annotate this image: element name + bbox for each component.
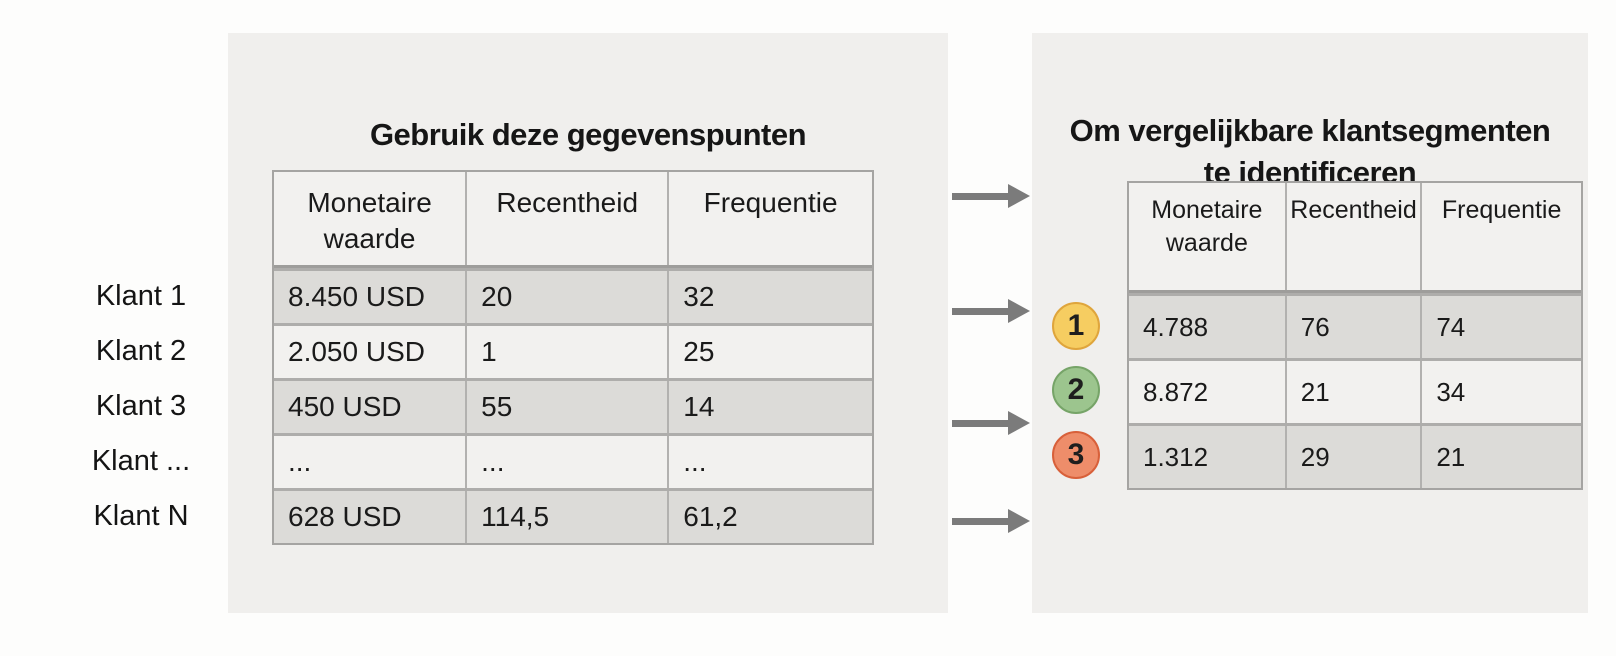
customer-table-row-n: 628 USD 114,5 61,2 xyxy=(274,488,872,543)
customer-data-table: Monetaire waarde Recentheid Frequentie 8… xyxy=(272,170,874,545)
header-frequency: Frequentie xyxy=(1441,196,1562,224)
table-cell: 2.050 USD xyxy=(274,326,468,378)
arrow-right-icon-2 xyxy=(952,299,1030,323)
segment-badge-2: 2 xyxy=(1052,366,1100,414)
table-cell: ... xyxy=(683,446,707,477)
header-monetary-value: Monetaire waarde xyxy=(274,172,468,265)
table-cell: 21 xyxy=(1436,441,1466,472)
left-panel-title: Gebruik deze gegevenspunten xyxy=(369,117,807,152)
customer-table-header-row: Monetaire waarde Recentheid Frequentie xyxy=(274,172,872,268)
customer-table-row-3: 450 USD 55 14 xyxy=(274,378,872,433)
table-cell: 25 xyxy=(683,336,715,367)
customer-table-row-ellipsis: ... ... ... xyxy=(274,433,872,488)
segment-badge-1: 1 xyxy=(1052,302,1100,350)
right-panel-title-line1: Om vergelijkbare klantsegmenten xyxy=(1069,113,1551,148)
header-recency: Recentheid xyxy=(467,172,670,265)
segment-badge-3: 3 xyxy=(1052,431,1100,479)
table-cell: 74 xyxy=(1436,311,1466,342)
arrow-right-icon-1 xyxy=(952,184,1030,208)
arrow-head xyxy=(1008,299,1030,323)
customer-table-row-1: 8.450 USD 20 32 xyxy=(274,268,872,323)
table-cell: 1.312 xyxy=(1129,426,1287,488)
segment-data-table: Monetaire waarde Recentheid Frequentie 4… xyxy=(1127,181,1583,490)
arrow-head xyxy=(1008,411,1030,435)
customer-table-row-2: 2.050 USD 1 25 xyxy=(274,323,872,378)
table-cell: 8.872 xyxy=(1129,361,1287,423)
table-cell: 55 xyxy=(467,381,670,433)
table-cell: 8.450 USD xyxy=(274,271,468,323)
table-cell: 114,5 xyxy=(467,491,670,543)
customer-row-label-ellipsis: Klant ... xyxy=(91,444,191,477)
table-cell: 76 xyxy=(1287,296,1423,358)
table-cell: 628 USD xyxy=(274,491,468,543)
arrow-head xyxy=(1008,184,1030,208)
customer-row-label-1: Klant 1 xyxy=(95,279,187,312)
segment-table-row-1: 4.788 76 74 xyxy=(1129,293,1581,358)
arrow-shaft xyxy=(952,307,1008,315)
table-cell: 20 xyxy=(467,271,670,323)
arrow-shaft xyxy=(952,517,1008,525)
table-cell: 61,2 xyxy=(683,501,738,532)
arrow-shaft xyxy=(952,192,1008,200)
header-frequency: Frequentie xyxy=(703,187,838,218)
segment-table-header-row: Monetaire waarde Recentheid Frequentie xyxy=(1129,183,1581,293)
arrow-right-icon-3 xyxy=(952,411,1030,435)
table-cell: 1 xyxy=(467,326,670,378)
header-recency: Recentheid xyxy=(1287,183,1423,290)
table-cell: 21 xyxy=(1287,361,1423,423)
customer-row-label-2: Klant 2 xyxy=(95,334,187,367)
table-cell: ... xyxy=(467,436,670,488)
segment-table-row-2: 8.872 21 34 xyxy=(1129,358,1581,423)
table-cell: 14 xyxy=(683,391,715,422)
arrow-right-icon-4 xyxy=(952,509,1030,533)
table-cell: ... xyxy=(274,436,468,488)
table-cell: 32 xyxy=(683,281,715,312)
customer-row-label-3: Klant 3 xyxy=(95,389,187,422)
segment-table-row-3: 1.312 29 21 xyxy=(1129,423,1581,488)
arrow-shaft xyxy=(952,419,1008,427)
table-cell: 4.788 xyxy=(1129,296,1287,358)
customer-row-label-n: Klant N xyxy=(93,499,189,532)
table-cell: 450 USD xyxy=(274,381,468,433)
arrow-head xyxy=(1008,509,1030,533)
header-monetary-value: Monetaire waarde xyxy=(1129,183,1287,290)
table-cell: 34 xyxy=(1436,376,1466,407)
table-cell: 29 xyxy=(1287,426,1423,488)
